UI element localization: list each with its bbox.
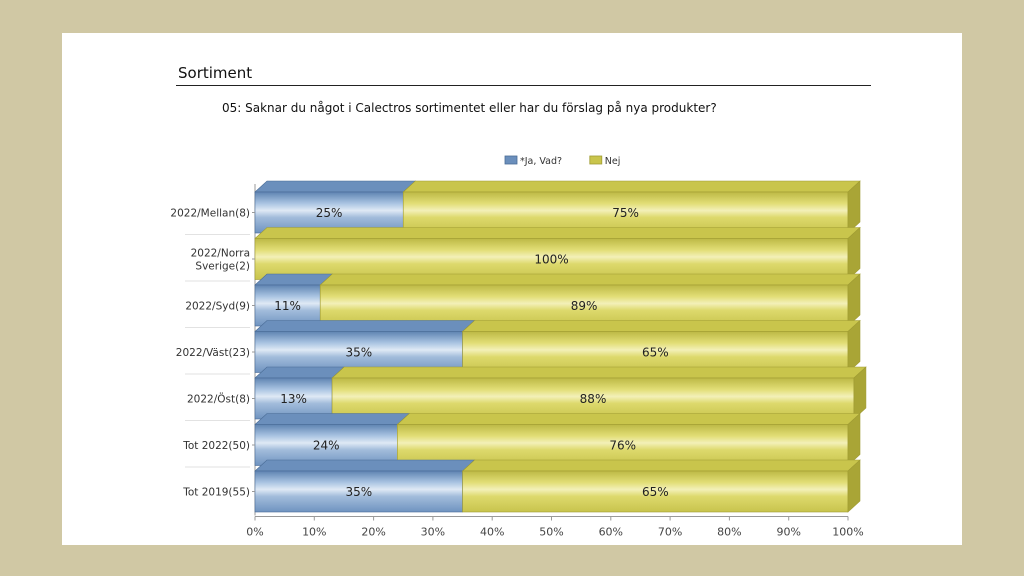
legend-swatch-1 xyxy=(589,155,603,165)
data-label-nej-1: 100% xyxy=(534,253,568,267)
data-label-nej-4: 88% xyxy=(580,392,607,406)
data-label-nej-2: 89% xyxy=(571,299,598,313)
category-label-2-0: 2022/Syd(9) xyxy=(185,301,250,313)
legend-label-1: Nej xyxy=(605,156,621,167)
x-tick-label-4: 40% xyxy=(480,526,504,539)
bar-top-ja-4 xyxy=(254,366,345,379)
bar-side-nej-2 xyxy=(847,273,861,327)
data-label-ja-3: 35% xyxy=(345,346,372,360)
data-label-nej-6: 65% xyxy=(642,485,669,499)
data-label-ja-0: 25% xyxy=(316,206,343,220)
bar-ja-3 xyxy=(254,331,463,373)
x-axis: 0% 10% 20% 30% 40% 50% 60% 70% 80% 90% 100% xyxy=(246,516,864,539)
section-title: Sortiment xyxy=(178,64,253,82)
legend-swatch-0 xyxy=(504,155,518,165)
data-label-ja-2: 11% xyxy=(274,299,301,313)
data-label-nej-3: 65% xyxy=(642,346,669,360)
data-label-nej-5: 76% xyxy=(609,439,636,453)
title-divider xyxy=(176,85,871,86)
data-label-ja-6: 35% xyxy=(345,485,372,499)
bar-top-nej-0 xyxy=(402,180,861,193)
data-label-ja-5: 24% xyxy=(313,439,340,453)
question-text: 05: Saknar du något i Calectros sortimen… xyxy=(222,101,717,115)
bar-nej-5 xyxy=(397,424,849,466)
bar-top-nej-3 xyxy=(461,320,861,332)
x-tick-label-2: 20% xyxy=(361,526,385,539)
bar-nej-4 xyxy=(331,377,855,420)
bar-top-nej-5 xyxy=(396,413,861,425)
bar-top-ja-2 xyxy=(254,273,334,286)
bar-side-nej-4 xyxy=(853,366,867,420)
legend-label-0: *Ja, Vad? xyxy=(520,156,562,167)
bar-side-nej-3 xyxy=(847,319,861,374)
category-label-1-0: 2022/Norra xyxy=(191,248,250,260)
data-label-nej-0: 75% xyxy=(612,206,639,220)
bar-side-nej-5 xyxy=(847,412,861,467)
bar-nej-1 xyxy=(254,238,849,280)
chart-legend: *Ja, Vad? Nej xyxy=(504,155,621,167)
category-label-3-0: 2022/Väst(23) xyxy=(176,347,250,359)
bar-side-nej-6 xyxy=(847,459,861,513)
x-tick-label-8: 80% xyxy=(717,526,741,539)
bar-ja-5 xyxy=(254,424,398,466)
x-tick-label-0: 0% xyxy=(246,526,263,539)
category-label-6-0: Tot 2019(55) xyxy=(182,487,250,499)
x-tick-label-3: 30% xyxy=(421,526,445,539)
x-tick-label-7: 70% xyxy=(658,526,682,539)
x-tick-label-10: 100% xyxy=(832,526,863,539)
bar-top-ja-5 xyxy=(254,413,411,425)
x-tick-label-5: 50% xyxy=(539,526,563,539)
bars-group: 25% 75% 100% 11% 89% 35% 65% 13% 88% 24% 76% 35% 65% xyxy=(254,180,867,516)
bar-top-ja-3 xyxy=(254,320,476,332)
data-label-ja-4: 13% xyxy=(280,392,307,406)
x-tick-label-9: 90% xyxy=(776,526,800,539)
category-label-1-1: Sverige(2) xyxy=(195,261,250,273)
category-label-0-0: 2022/Mellan(8) xyxy=(170,208,250,220)
bar-nej-0 xyxy=(402,191,849,234)
x-tick-label-1: 10% xyxy=(302,526,326,539)
bar-top-nej-2 xyxy=(319,273,861,286)
x-tick-label-6: 60% xyxy=(599,526,623,539)
bar-nej-6 xyxy=(462,470,849,513)
category-label-5-0: Tot 2022(50) xyxy=(182,440,250,452)
bar-ja-4 xyxy=(254,377,333,420)
bar-top-nej-4 xyxy=(331,366,867,379)
bar-nej-3 xyxy=(462,331,849,373)
bar-top-nej-6 xyxy=(461,459,861,472)
bar-side-nej-1 xyxy=(847,226,861,281)
bar-top-ja-0 xyxy=(254,180,417,193)
bar-nej-2 xyxy=(319,284,849,327)
bar-side-nej-0 xyxy=(847,180,861,234)
bar-top-ja-6 xyxy=(254,459,476,472)
bar-top-nej-1 xyxy=(254,227,861,239)
category-label-4-0: 2022/Öst(8) xyxy=(187,393,250,406)
